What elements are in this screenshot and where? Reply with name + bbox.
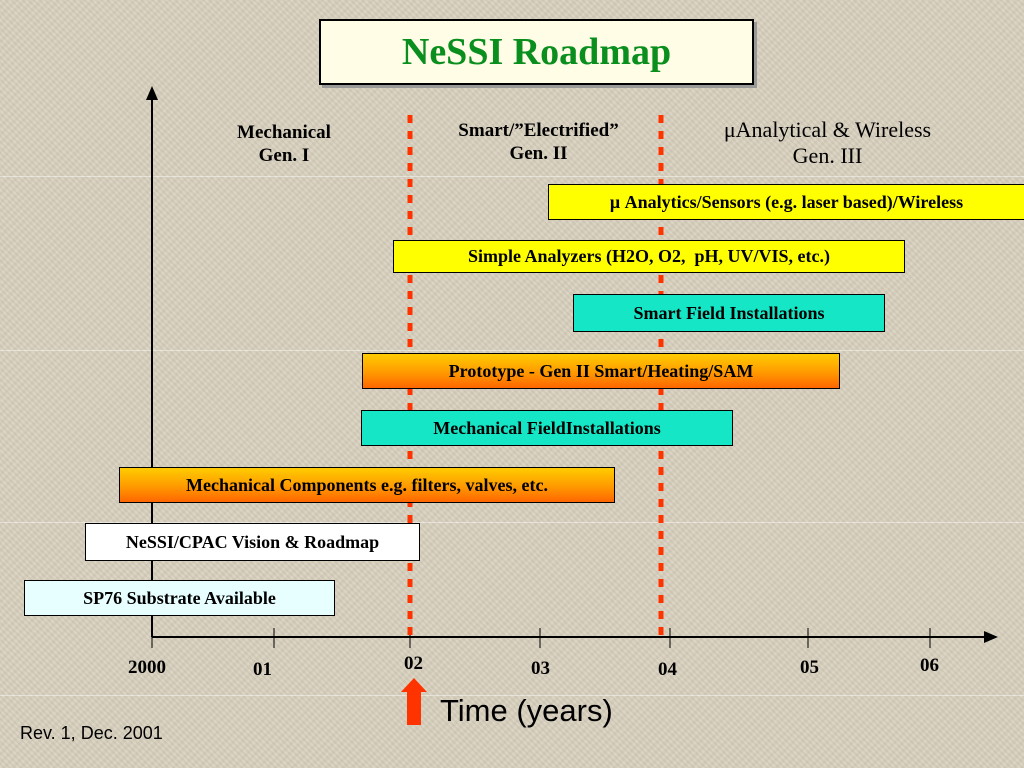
current-time-arrow-icon: [401, 678, 427, 725]
vision-roadmap-label: NeSSI/CPAC Vision & Roadmap: [125, 531, 380, 552]
gen2-label: Smart/”Electrified” Gen. II: [426, 120, 651, 166]
year-label-2000: 2000: [128, 657, 166, 678]
mechanical-components-label: Mechanical Components e.g. filters, valv…: [186, 474, 548, 495]
simple-analyzers-bar: Simple Analyzers (H2O, O2, pH, UV/VIS, e…: [393, 240, 905, 273]
year-label-01: 01: [253, 659, 272, 680]
gen2-name: Smart/”Electrified”: [458, 120, 619, 141]
x-axis-ticks: [151, 628, 931, 648]
background-gridline: [0, 522, 1024, 523]
gen3-name: μAnalytical & Wireless: [723, 117, 932, 142]
smart-field-installations-label: Smart Field Installations: [633, 302, 825, 323]
gen2-number: Gen. II: [509, 142, 568, 164]
prototype-gen2-label: Prototype - Gen II Smart/Heating/SAM: [448, 360, 754, 381]
sp76-substrate-bar: SP76 Substrate Available: [24, 580, 335, 616]
background-gridline: [0, 176, 1024, 177]
x-axis-label: Time (years): [440, 693, 613, 728]
vision-roadmap-bar: NeSSI/CPAC Vision & Roadmap: [85, 523, 420, 561]
simple-analyzers-detail: (H2O, O2, pH, UV/VIS, etc.): [601, 246, 830, 266]
simple-analyzers-label: Simple Analyzers (H2O, O2, pH, UV/VIS, e…: [468, 246, 830, 267]
year-label-05: 05: [800, 657, 819, 678]
gen3-label: μAnalytical & Wireless Gen. III: [695, 117, 960, 170]
gen1-label: Mechanical Gen. I: [214, 122, 354, 168]
sp76-substrate-label: SP76 Substrate Available: [83, 587, 276, 608]
y-axis-arrowhead: [146, 86, 158, 100]
gen1-number: Gen. I: [258, 144, 310, 166]
prototype-gen2-bar: Prototype - Gen II Smart/Heating/SAM: [362, 353, 840, 389]
page-title: NeSSI Roadmap: [401, 31, 672, 73]
simple-analyzers-name: Simple Analyzers: [468, 246, 602, 266]
title-box: NeSSI Roadmap: [319, 19, 754, 85]
gen1-name: Mechanical: [237, 122, 331, 143]
year-label-04: 04: [658, 659, 677, 680]
background-gridline: [0, 695, 1024, 696]
year-label-06: 06: [920, 655, 939, 676]
background-gridline: [0, 350, 1024, 351]
mechanical-field-installations-label: Mechanical FieldInstallations: [433, 417, 661, 438]
mechanical-field-installations-bar: Mechanical FieldInstallations: [361, 410, 733, 446]
year-label-03: 03: [531, 658, 550, 679]
analytics-sensors-bar: μ Analytics/Sensors (e.g. laser based)/W…: [548, 184, 1024, 220]
smart-field-installations-bar: Smart Field Installations: [573, 294, 885, 332]
revision-label: Rev. 1, Dec. 2001: [20, 723, 163, 743]
mechanical-components-bar: Mechanical Components e.g. filters, valv…: [119, 467, 615, 503]
x-axis-arrowhead: [984, 631, 998, 643]
year-label-02: 02: [404, 653, 423, 674]
gen3-number: Gen. III: [792, 143, 863, 169]
analytics-sensors-label: μ Analytics/Sensors (e.g. laser based)/W…: [609, 191, 964, 212]
